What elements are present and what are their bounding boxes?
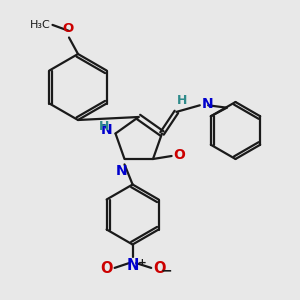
- Text: O: O: [174, 148, 186, 162]
- Text: O: O: [62, 22, 74, 35]
- Text: O: O: [153, 261, 166, 276]
- Text: N: N: [116, 164, 127, 178]
- Text: H₃C: H₃C: [30, 20, 51, 30]
- Text: H: H: [177, 94, 188, 107]
- Text: +: +: [138, 258, 147, 268]
- Text: N: N: [101, 123, 112, 137]
- Text: −: −: [160, 263, 172, 277]
- Text: O: O: [100, 261, 113, 276]
- Text: H: H: [99, 120, 109, 134]
- Text: N: N: [201, 97, 213, 111]
- Text: N: N: [126, 258, 139, 273]
